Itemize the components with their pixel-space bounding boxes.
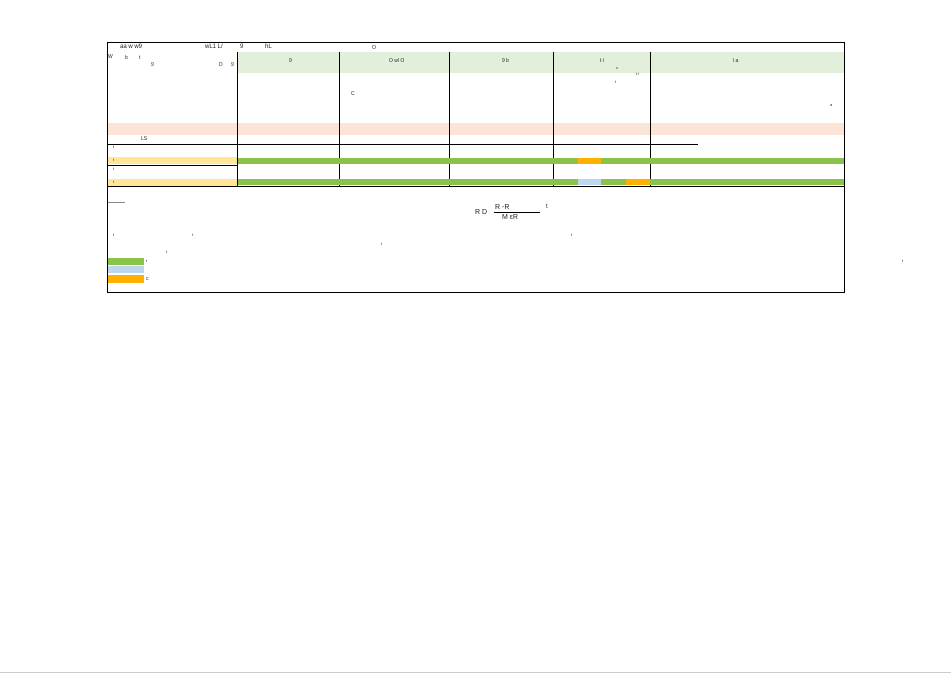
bar-green <box>238 179 844 185</box>
note: t <box>571 232 573 237</box>
bar-blue <box>578 179 601 185</box>
legend-swatch <box>108 258 144 265</box>
note: t <box>381 241 383 246</box>
formula-numerator: R -R <box>495 204 510 211</box>
side-label: W <box>108 54 113 60</box>
column-header: O wl O <box>389 58 405 64</box>
legend-label: t <box>146 258 148 263</box>
note: t <box>113 232 115 237</box>
side-label: t <box>139 55 141 61</box>
column-line <box>553 52 554 186</box>
side-label: D <box>219 62 223 68</box>
note: t <box>615 79 617 84</box>
field: wL1 L/ <box>205 44 223 50</box>
note: t l <box>636 71 640 76</box>
section-label: LS <box>141 136 148 142</box>
formula-denominator: M εR <box>502 214 518 221</box>
side-label: b <box>125 55 128 61</box>
bar-orange <box>578 158 601 164</box>
side-label: 9 <box>151 62 154 68</box>
row-label: t <box>113 144 115 149</box>
note: t <box>902 258 904 263</box>
mark: O <box>372 45 376 51</box>
column-header: t l <box>600 58 604 64</box>
column-line <box>650 52 651 186</box>
peach-band <box>108 123 844 135</box>
formula-lhs: R D <box>475 209 488 216</box>
note: C <box>351 91 355 97</box>
row-band <box>108 157 237 164</box>
note: t <box>166 249 168 254</box>
side-label: 9 <box>231 62 234 68</box>
rule <box>108 186 844 187</box>
field: hL <box>265 44 272 50</box>
column-line <box>237 52 238 186</box>
column-line <box>339 52 340 186</box>
fraction-line <box>494 212 540 213</box>
column-header: l a <box>733 58 739 64</box>
bar-orange <box>626 179 650 185</box>
bar-green <box>238 158 844 164</box>
note: t <box>192 232 194 237</box>
row-label: t <box>113 157 115 162</box>
title: aa w w9 <box>120 44 143 50</box>
field: 9 <box>240 44 244 50</box>
column-header: 9 <box>289 58 292 64</box>
note: v <box>616 65 618 70</box>
row-band <box>108 179 237 186</box>
row-label: t <box>113 166 115 171</box>
rule <box>108 144 698 145</box>
header-band <box>238 52 844 73</box>
note: a <box>830 102 833 107</box>
rule <box>108 202 125 203</box>
legend-swatch <box>108 266 144 273</box>
frame <box>107 42 845 293</box>
legend-swatch <box>108 275 144 283</box>
column-line <box>449 52 450 186</box>
rule <box>108 165 237 166</box>
column-header: 9 b <box>502 58 509 64</box>
formula-suffix: t <box>546 204 548 210</box>
row-label: t <box>113 179 115 184</box>
legend-label: c <box>146 276 149 282</box>
